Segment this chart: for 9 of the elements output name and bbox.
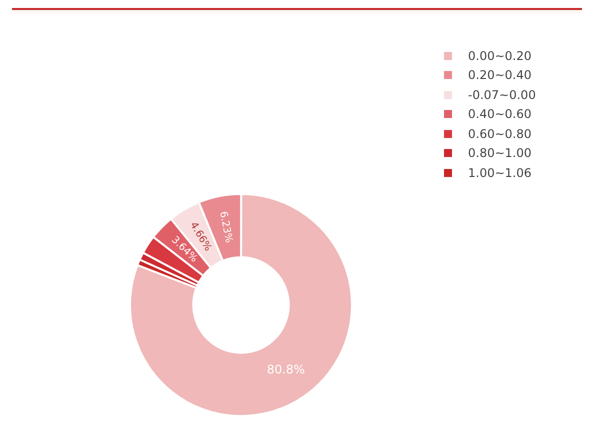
legend-label: 0.80~1.00 <box>468 146 532 160</box>
legend-label: -0.07~0.00 <box>468 88 536 102</box>
legend-label: 0.40~0.60 <box>468 107 532 122</box>
legend-label: 0.60~0.80 <box>468 126 532 141</box>
data-label: 80.8% <box>266 362 305 377</box>
legend-label: 0.20~0.40 <box>468 68 532 82</box>
legend-label: 1.00~1.06 <box>468 166 532 180</box>
data-label: 6.23% <box>217 210 234 244</box>
legend-label: 0.00~0.20 <box>468 48 532 63</box>
